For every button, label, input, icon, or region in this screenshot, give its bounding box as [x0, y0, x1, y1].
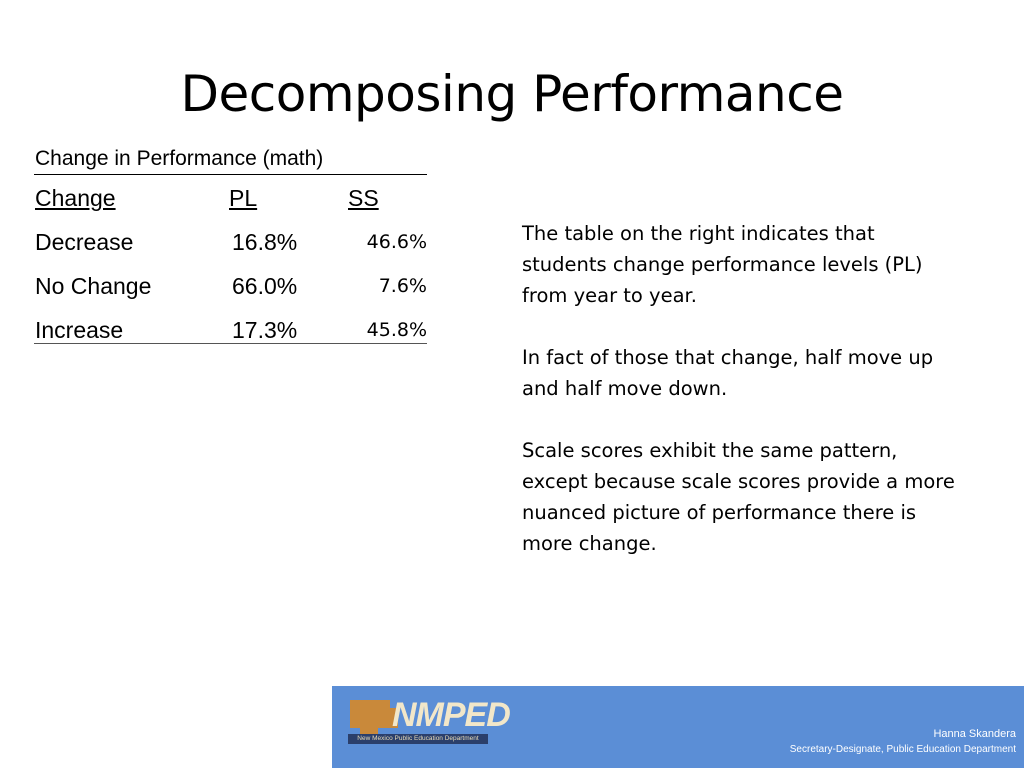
- logo-subtitle: New Mexico Public Education Department: [348, 734, 488, 744]
- table-header-row: Change PL SS: [34, 175, 427, 219]
- header-ss: SS: [348, 185, 379, 211]
- nmped-logo: NMPED New Mexico Public Education Depart…: [348, 692, 511, 752]
- cell-pl: 17.3%: [232, 317, 298, 343]
- signature-name: Hanna Skandera: [933, 728, 1016, 740]
- cell-ss: 7.6%: [378, 275, 427, 297]
- new-mexico-shape-icon: [350, 700, 398, 744]
- cell-pl: 66.0%: [232, 273, 298, 299]
- logo-wordmark: NMPED: [392, 696, 511, 734]
- header-change: Change: [35, 185, 116, 211]
- cell-ss: 45.8%: [366, 319, 427, 341]
- table-row: Decrease 16.8% 46.6%: [34, 219, 427, 263]
- notes-paragraph: Scale scores exhibit the same pattern, e…: [522, 439, 955, 555]
- signature-role: Secretary-Designate, Public Education De…: [789, 744, 1016, 755]
- notes-text: The table on the right indicates that st…: [522, 218, 962, 590]
- cell-change: No Change: [35, 273, 152, 299]
- notes-paragraph: In fact of those that change, half move …: [522, 346, 934, 400]
- table-row: Increase 17.3% 45.8%: [34, 307, 427, 344]
- slide-title: Decomposing Performance: [180, 65, 845, 123]
- cell-change: Decrease: [35, 229, 134, 255]
- table-row: No Change 66.0% 7.6%: [34, 263, 427, 307]
- cell-change: Increase: [35, 317, 124, 343]
- table-caption: Change in Performance (math): [34, 144, 427, 175]
- performance-table: Change in Performance (math) Change PL S…: [34, 144, 427, 344]
- notes-paragraph: The table on the right indicates that st…: [522, 222, 923, 307]
- header-pl: PL: [229, 185, 258, 211]
- footer-banner: NMPED New Mexico Public Education Depart…: [332, 686, 1024, 768]
- cell-pl: 16.8%: [232, 229, 298, 255]
- cell-ss: 46.6%: [366, 231, 427, 253]
